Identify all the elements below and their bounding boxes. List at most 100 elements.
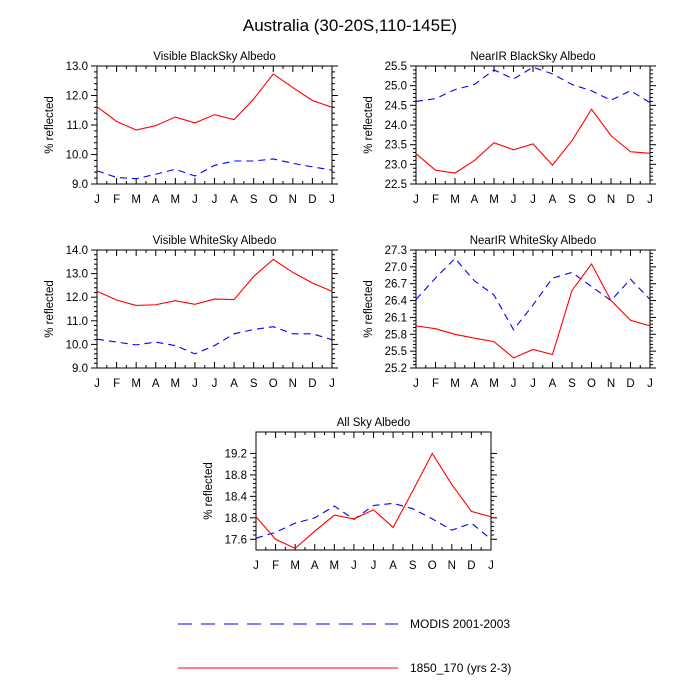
x-tick-label: M	[489, 378, 499, 390]
x-tick-label: O	[587, 194, 596, 206]
x-tick-label: D	[626, 378, 634, 390]
x-tick-label: A	[311, 560, 319, 572]
y-tick-label: 17.6	[225, 534, 247, 546]
y-tick-label: 24.0	[385, 120, 407, 132]
x-tick-label: J	[488, 560, 494, 572]
x-tick-label: M	[131, 378, 141, 390]
x-tick-label: J	[647, 194, 653, 206]
x-tick-label: J	[530, 378, 536, 390]
y-axis-label: % reflected	[363, 96, 375, 154]
y-tick-label: 10.0	[66, 150, 88, 162]
series-line-model	[415, 263, 651, 359]
x-tick-label: A	[549, 194, 557, 206]
plot-frame	[255, 431, 492, 551]
y-axis-label: % reflected	[363, 280, 375, 338]
legend: MODIS 2001-2003 1850_170 (yrs 2-3)	[178, 617, 511, 675]
y-tick-label: 25.2	[385, 363, 407, 375]
series-line-model	[96, 258, 333, 307]
x-tick-label: A	[389, 560, 397, 572]
y-tick-label: 26.4	[385, 296, 408, 308]
y-axis-label: % reflected	[44, 96, 56, 154]
y-tick-label: 25.5	[385, 61, 407, 73]
x-tick-label: J	[94, 194, 100, 206]
y-tick-label: 25.5	[385, 346, 407, 358]
y-tick-label: 14.0	[66, 245, 88, 257]
chart-title: NearIR WhiteSky Albedo	[470, 235, 597, 247]
x-tick-label: M	[131, 194, 141, 206]
x-tick-label: J	[351, 560, 357, 572]
y-tick-label: 27.0	[385, 262, 407, 274]
plot-frame	[415, 65, 651, 185]
x-tick-label: D	[626, 194, 634, 206]
y-tick-label: 9.0	[72, 179, 88, 191]
x-tick-label: N	[448, 560, 456, 572]
series-line-modis	[96, 326, 333, 355]
x-tick-label: J	[212, 378, 218, 390]
x-tick-label: D	[308, 378, 316, 390]
y-tick-label: 18.4	[225, 491, 248, 503]
x-tick-label: N	[607, 194, 615, 206]
chart-title: NearIR BlackSky Albedo	[470, 51, 595, 63]
chart-title: Visible WhiteSky Albedo	[153, 235, 277, 247]
legend-label-model: 1850_170 (yrs 2-3)	[410, 661, 511, 675]
y-tick-label: 11.0	[66, 316, 88, 328]
chart-title: Visible BlackSky Albedo	[153, 51, 276, 63]
x-tick-label: J	[329, 378, 335, 390]
x-tick-label: J	[413, 194, 419, 206]
y-tick-label: 27.3	[385, 245, 407, 257]
x-tick-label: A	[152, 194, 160, 206]
x-tick-label: D	[308, 194, 316, 206]
plot-frame	[96, 249, 333, 369]
x-tick-label: F	[272, 560, 279, 572]
y-tick-label: 11.0	[66, 120, 88, 132]
x-tick-label: N	[289, 378, 297, 390]
x-tick-label: S	[250, 378, 258, 390]
x-tick-label: O	[269, 194, 278, 206]
y-tick-label: 12.0	[66, 91, 88, 103]
y-tick-label: 26.1	[385, 312, 407, 324]
x-tick-label: J	[530, 194, 536, 206]
y-axis-label: % reflected	[44, 280, 56, 338]
y-tick-label: 18.8	[225, 470, 247, 482]
page-title: Australia (30-20S,110-145E)	[243, 16, 457, 35]
x-tick-label: A	[549, 378, 557, 390]
x-tick-label: S	[568, 378, 576, 390]
x-tick-label: F	[432, 194, 439, 206]
plot-frame	[415, 249, 651, 369]
x-tick-label: A	[230, 378, 238, 390]
x-tick-label: N	[289, 194, 297, 206]
y-tick-label: 12.0	[66, 292, 88, 304]
x-tick-label: J	[94, 378, 100, 390]
x-tick-label: M	[489, 194, 499, 206]
y-tick-label: 22.5	[385, 179, 407, 191]
x-tick-label: A	[471, 194, 479, 206]
y-tick-label: 25.0	[385, 81, 407, 93]
x-tick-label: F	[113, 378, 120, 390]
x-tick-label: O	[269, 378, 278, 390]
plot-frame	[96, 65, 333, 185]
y-tick-label: 23.0	[385, 159, 407, 171]
x-tick-label: J	[192, 194, 198, 206]
x-tick-label: M	[290, 560, 300, 572]
y-tick-label: 9.0	[72, 363, 88, 375]
series-line-modis	[255, 502, 492, 540]
y-tick-label: 23.5	[385, 140, 407, 152]
y-tick-label: 10.0	[66, 339, 88, 351]
x-tick-label: F	[113, 194, 120, 206]
x-tick-label: A	[230, 194, 238, 206]
x-tick-label: N	[607, 378, 615, 390]
x-tick-label: A	[152, 378, 160, 390]
legend-label-modis: MODIS 2001-2003	[410, 617, 510, 631]
y-tick-label: 13.0	[66, 269, 88, 281]
y-tick-label: 18.0	[225, 513, 247, 525]
x-tick-label: J	[192, 378, 198, 390]
series-line-model	[415, 108, 651, 174]
y-tick-label: 24.5	[385, 100, 407, 112]
x-tick-label: F	[432, 378, 439, 390]
x-tick-label: J	[511, 378, 517, 390]
